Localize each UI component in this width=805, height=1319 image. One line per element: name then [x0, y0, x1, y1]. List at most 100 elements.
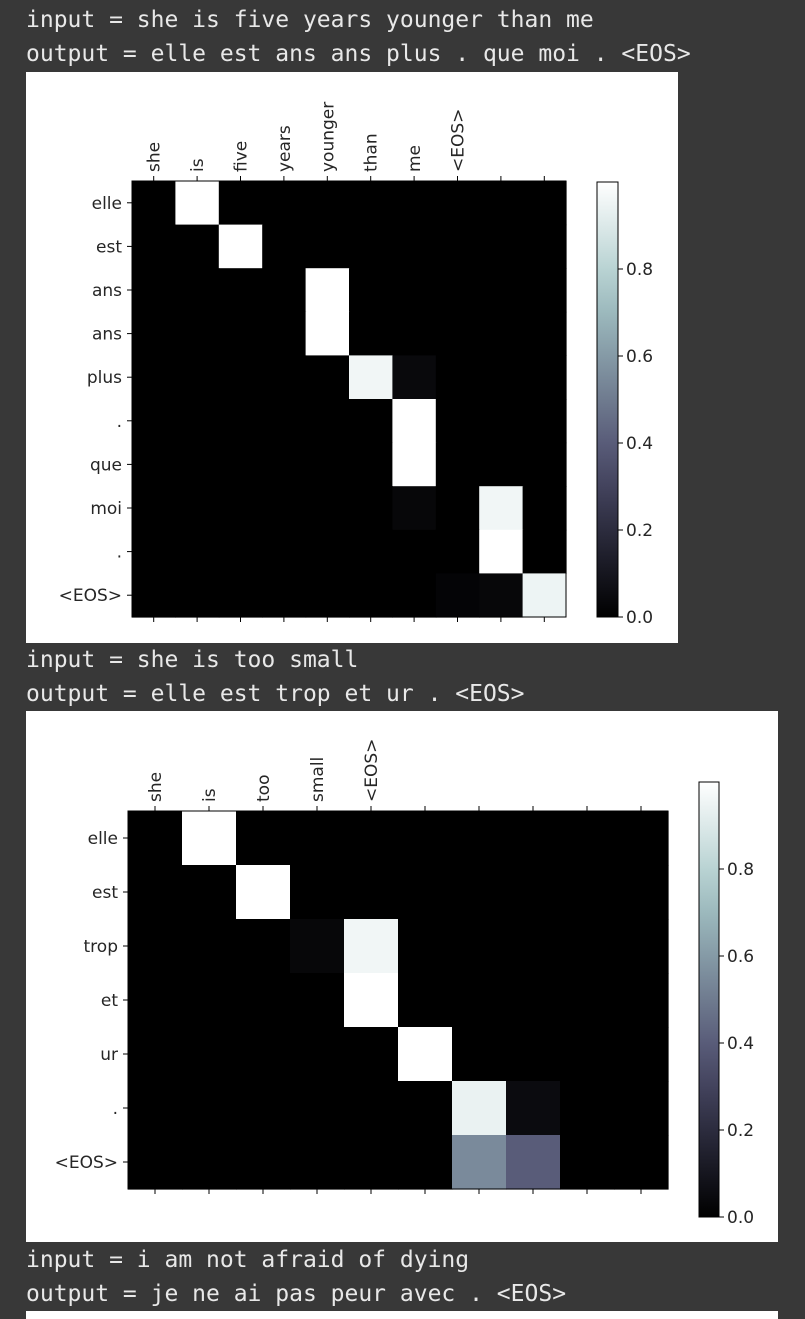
heatmap-cell: [435, 224, 480, 269]
heatmap-cell: [435, 529, 480, 574]
heatmap-cell: [392, 399, 437, 444]
heatmap-cell: [392, 442, 437, 487]
heatmap-cell: [175, 311, 220, 356]
heatmap-cell: [262, 311, 307, 356]
heatmap-cell: [182, 1081, 237, 1136]
heatmap-cell: [344, 1135, 399, 1190]
heatmap-cell: [435, 399, 480, 444]
heatmap-cell: [236, 1135, 291, 1190]
heatmap-cell: [262, 573, 307, 618]
heatmap-cell: [479, 529, 524, 574]
heatmap-cell: [182, 1135, 237, 1190]
heatmap-cell: [182, 811, 237, 866]
heatmap-cell: [128, 919, 183, 974]
heatmap-cell: [614, 919, 669, 974]
heatmap-cell: [262, 529, 307, 574]
heatmap-cell: [128, 865, 183, 920]
heatmap-cell: [305, 486, 350, 531]
heatmap-cell: [479, 311, 524, 356]
heatmap-cell: [479, 573, 524, 618]
heatmap-cell: [218, 355, 263, 400]
heatmap-cell: [128, 811, 183, 866]
heatmap-cell: [128, 1027, 183, 1082]
heatmap-cell: [349, 355, 393, 400]
heatmap-cell: [452, 1135, 507, 1190]
heatmap-cell: [132, 268, 176, 313]
y-tick-label: et: [101, 991, 118, 1011]
heatmap-cell: [479, 355, 524, 400]
heatmap-cell: [560, 1081, 615, 1136]
heatmap-cell: [522, 442, 567, 487]
heatmap-cell: [349, 311, 393, 356]
heatmap-cell: [479, 268, 524, 313]
heatmap-cell: [398, 1081, 453, 1136]
heatmap-cell: [452, 811, 507, 866]
input-line-2: input = she is too small: [26, 647, 359, 673]
heatmap-cell: [290, 1081, 345, 1136]
heatmap-cell: [398, 865, 453, 920]
x-tick-label: <EOS>: [449, 109, 469, 172]
heatmap-cell: [175, 181, 220, 226]
heatmap-cell: [305, 268, 350, 313]
y-tick-label: ans: [92, 281, 122, 301]
heatmap-cell: [132, 311, 176, 356]
heatmap-cell: [132, 355, 176, 400]
y-tick-label: plus: [87, 368, 122, 388]
colorbar-tick-label: 0.4: [727, 1034, 754, 1054]
heatmap-cell: [479, 224, 524, 269]
colorbar: [596, 181, 619, 618]
heatmap-cell: [132, 442, 176, 487]
heatmap-cell: [398, 811, 453, 866]
heatmap-cell: [305, 529, 350, 574]
output-line-3: output = je ne ai pas peur avec . <EOS>: [26, 1281, 567, 1307]
heatmap-cell: [262, 268, 307, 313]
heatmap-cell: [614, 1135, 669, 1190]
heatmap-cell: [522, 573, 567, 618]
heatmap-cell: [435, 311, 480, 356]
heatmap-cell: [560, 1027, 615, 1082]
heatmap-cell: [522, 486, 567, 531]
heatmap-cell: [522, 399, 567, 444]
heatmap-cell: [614, 865, 669, 920]
heatmap-cell: [128, 1135, 183, 1190]
colorbar-tick-label: 0.6: [626, 347, 653, 367]
heatmap-cell: [349, 442, 393, 487]
heatmap-cell: [262, 355, 307, 400]
heatmap-cell: [522, 224, 567, 269]
heatmap-cell: [435, 355, 480, 400]
heatmap-cell: [560, 1135, 615, 1190]
y-tick-label: ur: [100, 1045, 118, 1065]
heatmap-cell: [479, 181, 524, 226]
colorbar-tick-label: 0.8: [727, 860, 754, 880]
heatmap-cell: [349, 529, 393, 574]
heatmap-cell: [290, 1135, 345, 1190]
heatmap-cell: [182, 1027, 237, 1082]
heatmap-cell: [132, 529, 176, 574]
heatmap-cell: [560, 919, 615, 974]
heatmap-cell: [349, 399, 393, 444]
heatmap-cell: [506, 1027, 561, 1082]
heatmap-cell: [435, 442, 480, 487]
heatmap-cell: [398, 1135, 453, 1190]
heatmap-cell: [182, 919, 237, 974]
colorbar-tick-label: 0.2: [727, 1121, 754, 1141]
attention-heatmap-1: she is five years younger than me <EOS> elle est a…: [59, 102, 653, 628]
heatmap-cell: [349, 573, 393, 618]
y-tick-label: trop: [84, 937, 118, 957]
heatmap-cell: [132, 573, 176, 618]
heatmap-cell: [349, 268, 393, 313]
y-tick-label: .: [117, 543, 122, 563]
heatmap-cell: [479, 442, 524, 487]
heatmap-cell: [290, 1027, 345, 1082]
heatmap-cell: [218, 311, 263, 356]
heatmap-cell: [344, 865, 399, 920]
heatmap-cell: [435, 181, 480, 226]
heatmap-cell: [218, 224, 263, 269]
heatmap-cell: [560, 865, 615, 920]
heatmap-cell: [236, 1027, 291, 1082]
heatmap-cell: [506, 811, 561, 866]
heatmap-cell: [392, 486, 437, 531]
heatmap-cell: [479, 399, 524, 444]
heatmap-cell: [262, 181, 307, 226]
y-tick-label: que: [90, 455, 122, 475]
